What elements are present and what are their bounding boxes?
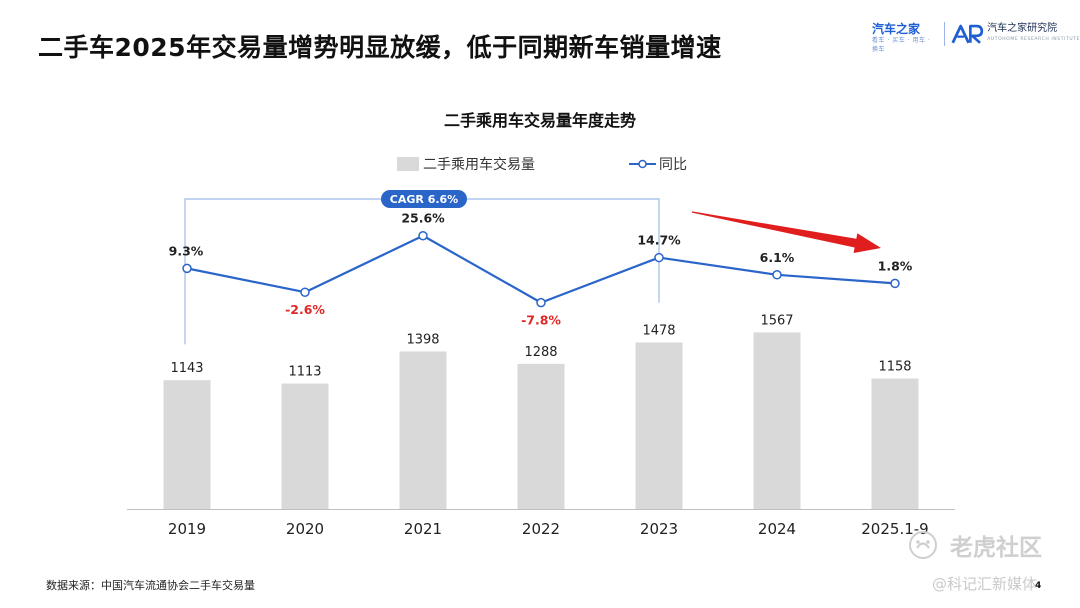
yoy-label-2022: -7.8% (521, 313, 561, 328)
x-tick-label-2025.1-9: 2025.1-9 (861, 520, 928, 538)
bar-value-label-2020: 1113 (288, 365, 321, 380)
yoy-point-2019 (182, 263, 192, 274)
bar-value-label-2022: 1288 (524, 345, 557, 360)
chart-title: 二手乘用车交易量年度走势 (444, 111, 636, 130)
cagr-annotation: CAGR 6.6% (184, 190, 660, 345)
watermark-secondary: @科记汇新媒体 (932, 575, 1038, 593)
yoy-label-2023: 14.7% (637, 233, 681, 248)
bar-2021 (399, 351, 447, 509)
x-tick-label-2019: 2019 (168, 520, 206, 538)
legend-line-label: 同比 (659, 157, 687, 173)
x-axis-tick-labels: 2019 2020 2021 2022 2023 2024 2025.1-9 (168, 520, 929, 538)
bar-value-label-2019: 1143 (170, 361, 203, 376)
bar-2019 (163, 380, 211, 509)
x-tick-label-2022: 2022 (522, 520, 560, 538)
bar-2023 (635, 342, 683, 509)
brand-divider (943, 22, 945, 46)
watermark-primary-text: 老虎社区 (950, 535, 1042, 561)
chart-area: 二手乘用车交易量年度走势 二手乘用车交易量 同比 CAGR 6.6% 1143 1… (127, 111, 955, 538)
x-tick-label-2021: 2021 (404, 520, 442, 538)
yoy-line (186, 234, 896, 304)
cagr-badge (381, 190, 467, 208)
autohome-logo: 汽车之家 看车 · 买车 · 用车 · 换车 (872, 22, 937, 54)
line-series: 9.3% -2.6% 25.6% -7.8% 14.7% 6.1% 1.8% (169, 211, 913, 328)
bar-2020 (281, 383, 329, 509)
yoy-label-2025.1-9: 1.8% (878, 258, 913, 273)
yoy-point-2020 (300, 287, 310, 297)
bar-2024 (753, 332, 801, 509)
autohome-logo-name: 汽车之家 (872, 22, 921, 36)
yoy-label-2024: 6.1% (760, 250, 795, 265)
bar-value-label-2025.1-9: 1158 (878, 359, 911, 374)
research-institute-text: 汽车之家研究院 AUTOHOME RESEARCH INSTITUTE (987, 22, 1080, 44)
legend-line-marker (638, 159, 647, 169)
bar-value-label-2024: 1567 (760, 313, 793, 328)
slide-title: 二手车2025年交易量增势明显放缓，低于同期新车销量增速 (38, 33, 722, 62)
bar-value-label-2021: 1398 (406, 332, 439, 347)
x-tick-label-2020: 2020 (286, 520, 324, 538)
brand-logos: 汽车之家 看车 · 买车 · 用车 · 换车 汽车之家研究院 AUTOHOME … (872, 22, 1080, 53)
bar-series: 1143 1113 1398 1288 1478 1567 1158 (163, 313, 919, 509)
source-note: 数据来源：中国汽车流通协会二手车交易量 (46, 579, 255, 592)
yoy-point-2024 (772, 270, 782, 280)
x-tick-label-2023: 2023 (640, 520, 678, 538)
trend-arrow (691, 211, 881, 253)
yoy-label-2020: -2.6% (285, 302, 325, 317)
page-number: 4 (1035, 581, 1042, 591)
paw-watermark-icon (909, 531, 937, 559)
bar-value-label-2023: 1478 (642, 323, 675, 338)
yoy-label-2019: 9.3% (169, 243, 204, 258)
watermark-primary: 老虎社区 (908, 528, 1042, 562)
yoy-point-2025.1-9 (890, 278, 900, 289)
bar-2025.1-9 (871, 378, 919, 509)
legend-bar-swatch (397, 157, 419, 171)
research-institute-tagline: AUTOHOME RESEARCH INSTITUTE (987, 37, 1080, 42)
research-institute-name: 汽车之家研究院 (987, 23, 1058, 34)
yoy-point-2023 (654, 252, 664, 263)
cagr-badge-label: CAGR 6.6% (390, 193, 458, 206)
bar-2022 (517, 363, 565, 509)
autohome-logo-tagline: 看车 · 买车 · 用车 · 换车 (872, 37, 931, 53)
yoy-point-2021 (418, 230, 428, 241)
yoy-label-2021: 25.6% (401, 211, 445, 226)
x-tick-label-2024: 2024 (758, 520, 796, 538)
chart-legend: 二手乘用车交易量 同比 (397, 156, 687, 173)
legend-bar-label: 二手乘用车交易量 (423, 156, 535, 173)
yoy-point-2022 (536, 297, 546, 308)
research-institute-logo-icon (951, 24, 983, 44)
trend-arrow-shape (691, 211, 881, 253)
